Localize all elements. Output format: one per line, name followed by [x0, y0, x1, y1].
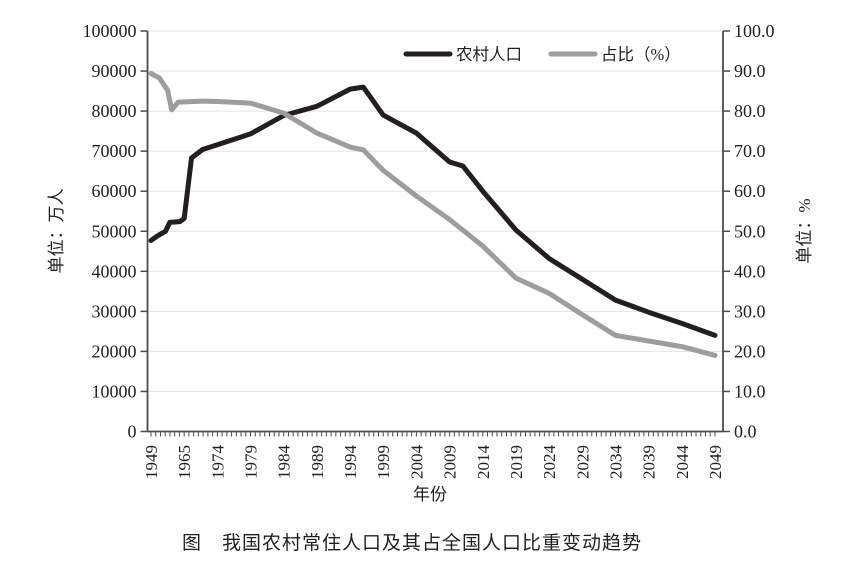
tick-labels: 0 10000 20000 30000 40000 50000 60000 70000 8000…: [83, 21, 775, 479]
y-tick-label-right: 100.0: [734, 21, 775, 41]
x-tick-label: 1989: [308, 445, 327, 479]
y-tick-label-left: 0: [128, 422, 137, 442]
figure-caption: 图 我国农村常住人口及其占全国人口比重变动趋势: [182, 532, 642, 554]
x-tick-label: 2019: [507, 445, 526, 479]
y-tick-label-left: 10000: [92, 381, 137, 401]
x-tick-label: 2029: [573, 445, 592, 479]
y-tick-label-right: 80.0: [734, 101, 766, 121]
legend-label-rural-population: 农村人口: [456, 45, 522, 64]
x-axis-title: 年份: [413, 485, 447, 504]
legend-label-share: 占比（%）: [601, 45, 681, 64]
y-tick-label-left: 60000: [92, 181, 137, 201]
y-tick-label-right: 20.0: [734, 341, 766, 361]
x-tick-label: 2014: [474, 445, 493, 480]
series-lines: [148, 71, 718, 358]
series-line-share: [148, 71, 718, 358]
y-tick-label-left: 50000: [92, 221, 137, 241]
y-axis-title-right: 单位：%: [795, 198, 814, 263]
y-tick-label-left: 100000: [83, 21, 137, 41]
x-tick-label: 2004: [407, 445, 426, 480]
x-tick-label: 1974: [208, 445, 227, 480]
y-tick-label-right: 0.0: [734, 422, 757, 442]
y-tick-label-left: 30000: [92, 301, 137, 321]
y-tick-label-left: 90000: [92, 61, 137, 81]
y-tick-label-right: 40.0: [734, 261, 766, 281]
y-axis-title-left: 单位：万人: [47, 189, 66, 274]
legend: 农村人口 占比（%）: [403, 45, 681, 64]
y-tick-label-right: 70.0: [734, 141, 766, 161]
y-tick-label-right: 90.0: [734, 61, 766, 81]
x-tick-label: 1979: [242, 445, 261, 479]
x-tick-label: 1984: [275, 445, 294, 480]
x-tick-label: 2049: [706, 445, 725, 479]
x-tick-label: 2034: [606, 445, 625, 480]
gridlines: [147, 30, 723, 392]
y-tick-label-right: 60.0: [734, 181, 766, 201]
series-line-rural-population: [148, 84, 718, 338]
x-tick-label: 2024: [540, 445, 559, 480]
y-tick-label-right: 50.0: [734, 221, 766, 241]
y-tick-label-left: 70000: [92, 141, 137, 161]
axes: [140, 30, 730, 437]
y-tick-label-left: 40000: [92, 261, 137, 281]
y-tick-label-right: 30.0: [734, 301, 766, 321]
y-tick-label-right: 10.0: [734, 381, 766, 401]
x-tick-label: 1965: [175, 445, 194, 479]
x-tick-label: 1949: [142, 445, 161, 479]
x-tick-label: 2039: [640, 445, 659, 479]
x-tick-label: 2044: [673, 445, 692, 480]
x-tick-label: 2009: [441, 445, 460, 479]
y-tick-label-left: 80000: [92, 101, 137, 121]
y-tick-label-left: 20000: [92, 341, 137, 361]
x-tick-label: 1994: [341, 445, 360, 480]
x-tick-label: 1999: [374, 445, 393, 479]
